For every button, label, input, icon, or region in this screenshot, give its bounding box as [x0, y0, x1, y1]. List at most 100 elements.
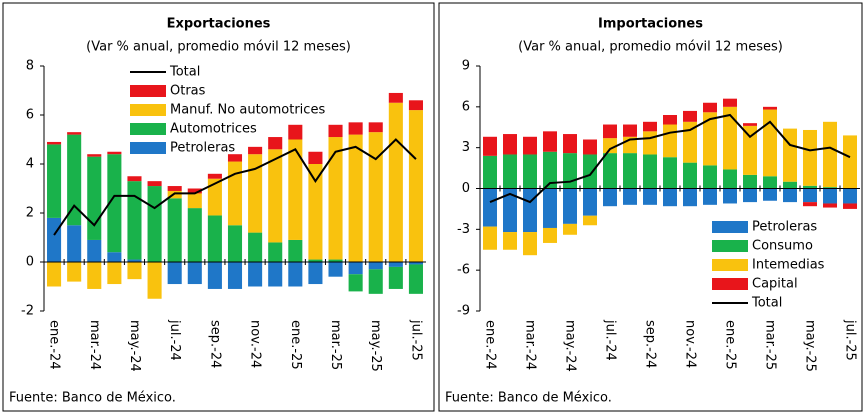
bar-segment	[803, 185, 817, 189]
bar-segment	[47, 217, 62, 262]
bar-segment	[763, 176, 777, 189]
x-tick-label: ene.-24	[483, 320, 498, 370]
x-tick-label: jul.-25	[843, 319, 858, 361]
bar-segment	[583, 139, 597, 155]
bar-segment	[563, 134, 577, 154]
bar-segment	[187, 262, 202, 285]
legend-swatch	[712, 240, 748, 252]
bar-segment	[663, 115, 677, 125]
bar-segment	[187, 188, 202, 194]
x-tick-label: may.-25	[803, 320, 818, 372]
bar-segment	[543, 151, 557, 189]
bar-segment	[408, 100, 423, 111]
x-tick-label: sep.-24	[643, 320, 658, 368]
bar-segment	[227, 154, 243, 162]
bar-segment	[723, 106, 737, 170]
bar-segment	[127, 181, 142, 260]
bar-segment	[47, 141, 62, 145]
panel-border	[438, 2, 863, 412]
bar-segment	[583, 154, 597, 189]
bar-segment	[87, 262, 102, 289]
y-tick-label: 4	[26, 157, 34, 172]
bar-segment	[227, 225, 243, 262]
bar-segment	[843, 188, 857, 204]
total-line	[489, 113, 851, 204]
bar-segment	[783, 128, 797, 182]
bar-segment	[703, 102, 717, 113]
bar-segment	[368, 262, 383, 270]
bar-segment	[87, 154, 102, 157]
bar-segment	[503, 188, 517, 233]
chart-subtitle: (Var % anual, promedio móvil 12 meses)	[518, 40, 783, 55]
bar-segment	[167, 262, 182, 285]
y-tick-label: 6	[26, 108, 34, 123]
legend-swatch	[130, 85, 166, 97]
bar-segment	[348, 134, 363, 262]
bar-segment	[248, 262, 263, 287]
bar-segment	[47, 144, 62, 218]
bar-segment	[187, 208, 202, 262]
bar-segment	[67, 132, 82, 135]
source-note: Fuente: Banco de México.	[445, 391, 612, 406]
bar-segment	[288, 124, 303, 140]
bar-segment	[408, 262, 423, 265]
bar-segment	[408, 264, 423, 294]
y-tick-label: 0	[26, 255, 34, 270]
bar-segment	[703, 112, 717, 166]
x-tick-label: nov.-24	[248, 320, 263, 368]
bar-segment	[127, 259, 142, 262]
bar-segment	[368, 269, 383, 294]
bar-segment	[388, 266, 403, 289]
bar-segment	[167, 198, 182, 262]
bar-segment	[227, 262, 243, 289]
bar-segment	[388, 92, 403, 103]
bar-segment	[743, 188, 757, 203]
legend-label: Intemedias	[752, 258, 825, 273]
bar-segment	[248, 154, 263, 233]
bar-segment	[563, 153, 577, 189]
bar-segment	[308, 151, 323, 164]
bar-segment	[783, 181, 797, 189]
bar-segment	[503, 154, 517, 189]
bar-segment	[87, 156, 102, 240]
bar-segment	[368, 122, 383, 133]
chart-subtitle: (Var % anual, promedio móvil 12 meses)	[86, 40, 351, 55]
y-tick-label: 8	[26, 59, 34, 74]
bar-segment	[248, 146, 263, 155]
x-tick-label: sep.-24	[207, 320, 222, 368]
bar-segment	[87, 239, 102, 262]
bar-segment	[47, 262, 62, 287]
bar-segment	[167, 186, 182, 191]
bar-segment	[543, 227, 557, 243]
bar-segment	[408, 110, 423, 262]
bar-segment	[268, 137, 283, 150]
y-tick-label: 3	[462, 140, 470, 155]
bar-segment	[723, 98, 737, 107]
bar-segment	[743, 125, 757, 175]
bar-segment	[388, 102, 403, 262]
bar-segment	[623, 188, 637, 205]
bar-segment	[127, 176, 142, 182]
bar-segment	[207, 262, 222, 289]
bar-segment	[663, 124, 677, 158]
legend-label: Petroleras	[170, 141, 235, 156]
bar-segment	[483, 188, 497, 227]
bar-segment	[843, 135, 857, 189]
bar-segment	[348, 122, 363, 135]
bar-segment	[603, 153, 617, 189]
legend-swatch	[712, 278, 748, 290]
bar-segment	[328, 137, 343, 260]
bar-segment	[328, 262, 343, 277]
bar-segment	[643, 121, 657, 132]
legend-swatch	[130, 123, 166, 135]
bar-segment	[227, 161, 243, 226]
bar-segment	[523, 154, 537, 189]
bar-segment	[763, 188, 777, 201]
bar-segment	[503, 232, 517, 250]
bar-segment	[288, 262, 303, 287]
bar-segment	[207, 173, 222, 179]
bar-segment	[563, 223, 577, 235]
bar-segment	[543, 188, 557, 228]
bar-segment	[603, 138, 617, 154]
bar-segment	[187, 193, 202, 209]
